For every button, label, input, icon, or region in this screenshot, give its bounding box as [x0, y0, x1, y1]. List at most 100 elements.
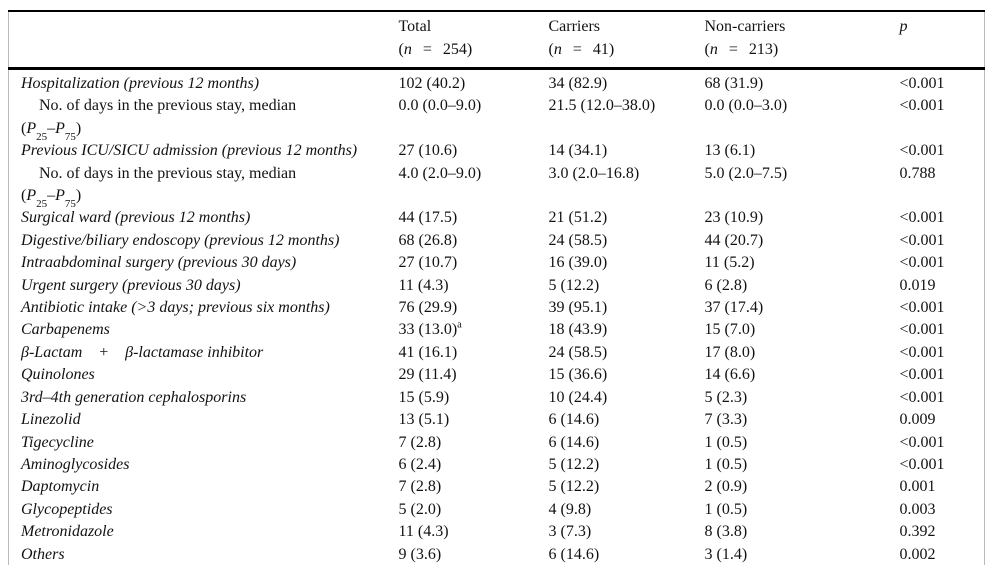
total-value: 13 (5.1) — [398, 411, 450, 429]
p-value: <0.001 — [899, 455, 945, 473]
table-row: β-Lactam + β-lactamase inhibitor 41 (16.1… — [9, 342, 985, 364]
carriers-value: 5 (12.2) — [548, 455, 600, 473]
row-label-cell: Others — [9, 544, 399, 565]
noncarriers-value: 13 (6.1) — [704, 142, 756, 160]
carriers-cell: 5 (12.2) — [549, 454, 705, 476]
p-value-cell: <0.001 — [900, 140, 985, 162]
p-value-cell: 0.009 — [900, 409, 985, 431]
row-label-cell: Antibiotic intake (>3 days; previous six… — [9, 297, 399, 319]
p-value: 0.019 — [899, 276, 936, 294]
row-label-cell: Tigecycline — [9, 432, 399, 454]
carriers-cell: 14 (34.1) — [549, 140, 705, 162]
row-label-cell: Glycopeptides — [9, 499, 399, 521]
noncarriers-value: 3 (1.4) — [704, 545, 748, 563]
row-label: Linezolid — [21, 411, 81, 429]
total-cell: 15 (5.9) — [399, 387, 549, 409]
p-value: <0.001 — [899, 343, 945, 361]
carriers-cell: 10 (24.4) — [549, 387, 705, 409]
percentile-wrap-line: (P25–P75) — [21, 185, 399, 211]
p25-subscript: 25 — [36, 131, 48, 143]
noncarriers-value: 37 (17.4) — [704, 299, 764, 317]
sample-size-value: 254 — [442, 41, 467, 58]
total-value: 33 (13.0) — [398, 321, 458, 339]
row-label-cell: Digestive/biliary endoscopy (previous 12… — [9, 230, 399, 252]
p-value: <0.001 — [899, 97, 945, 115]
carriers-value: 6 (14.6) — [548, 545, 600, 563]
total-cell: 76 (29.9) — [399, 297, 549, 319]
row-label-cell: No. of days in the previous stay, median… — [9, 163, 399, 211]
carriers-value: 6 (14.6) — [548, 433, 600, 451]
noncarriers-cell: 14 (6.6) — [705, 364, 900, 386]
total-cell: 7 (2.8) — [399, 476, 549, 498]
carriers-value: 15 (36.6) — [548, 366, 608, 384]
row-label: Others — [21, 545, 65, 563]
p-value-cell: 0.392 — [900, 521, 985, 543]
header-total-label: Total — [398, 18, 432, 35]
table-row: 3rd–4th generation cephalosporins 15 (5.9… — [9, 387, 985, 409]
open-paren: ( — [21, 187, 27, 205]
row-label-line: Surgical ward (previous 12 months) — [21, 207, 399, 229]
row-label-cell: Metronidazole — [9, 521, 399, 543]
row-label: Aminoglycosides — [21, 455, 130, 473]
noncarriers-value: 44 (20.7) — [704, 231, 764, 249]
table-row: No. of days in the previous stay, median… — [9, 163, 985, 211]
row-label: 3rd–4th generation cephalosporins — [21, 388, 247, 406]
footnote-marker: a — [457, 320, 462, 332]
row-label-line: No. of days in the previous stay, median — [21, 163, 399, 185]
row-label-line: Tigecycline — [21, 432, 399, 454]
row-label-cell: Intraabdominal surgery (previous 30 days… — [9, 252, 399, 274]
carriers-value: 5 (12.2) — [548, 478, 600, 496]
row-label-cell: Hospitalization (previous 12 months) — [9, 69, 399, 96]
en-dash: – — [47, 119, 56, 137]
header-total-cell: Total (n = 254) — [398, 11, 549, 70]
noncarriers-value: 1 (0.5) — [704, 455, 748, 473]
row-label-line: Carbapenems — [21, 319, 399, 341]
table-row: Surgical ward (previous 12 months) 44 (17… — [9, 207, 985, 229]
row-label-line: Glycopeptides — [21, 499, 399, 521]
row-label-line: Metronidazole — [21, 521, 399, 543]
row-label: Daptomycin — [21, 478, 100, 496]
row-label-cell: Previous ICU/SICU admission (previous 12… — [9, 140, 399, 162]
p-value: 0.002 — [899, 545, 936, 563]
carriers-cell: 3.0 (2.0–16.8) — [549, 163, 705, 208]
equals-sign: = — [422, 41, 432, 58]
close-paren: ) — [608, 41, 615, 58]
total-value: 76 (29.9) — [398, 299, 458, 317]
carriers-cell: 6 (14.6) — [549, 544, 705, 565]
carriers-value: 14 (34.1) — [548, 142, 608, 160]
carriers-cell: 39 (95.1) — [549, 297, 705, 319]
header-p-label: p — [899, 18, 908, 35]
p-value: <0.001 — [899, 75, 945, 92]
table-row: Previous ICU/SICU admission (previous 12… — [9, 140, 985, 162]
row-label-line: Antibiotic intake (>3 days; previous six… — [21, 297, 399, 319]
carriers-value: 6 (14.6) — [548, 411, 600, 429]
carriers-value: 18 (43.9) — [548, 321, 608, 339]
table-header: Total (n = 254) Carriers (n = 41) Non-carrie… — [8, 11, 985, 70]
noncarriers-value: 1 (0.5) — [704, 500, 748, 518]
row-label: β-Lactam + β-lactamase inhibitor — [21, 343, 264, 361]
p-value-cell: 0.002 — [900, 544, 985, 565]
row-label: No. of days in the previous stay, median — [39, 97, 297, 115]
p75-subscript: 75 — [64, 198, 76, 211]
total-value: 4.0 (2.0–9.0) — [398, 164, 482, 182]
row-label: Tigecycline — [21, 433, 94, 451]
p-value: <0.001 — [899, 321, 945, 339]
table-row: Others 9 (3.6) 6 (14.6) 3 (1.4) 0.002 — [9, 544, 985, 565]
p-value-cell: 0.019 — [900, 275, 985, 297]
total-cell: 33 (13.0)a — [399, 319, 549, 341]
noncarriers-cell: 3 (1.4) — [705, 544, 900, 565]
p-value: <0.001 — [899, 299, 945, 317]
row-label: Hospitalization (previous 12 months) — [21, 75, 260, 92]
table-row: Metronidazole 11 (4.3) 3 (7.3) 8 (3.8) 0.392 — [9, 521, 985, 543]
row-label-cell: Linezolid — [9, 409, 399, 431]
row-label-line: Daptomycin — [21, 476, 399, 498]
carriers-cell: 24 (58.5) — [549, 230, 705, 252]
total-value: 29 (11.4) — [398, 366, 457, 384]
table-row: Carbapenems 33 (13.0)a 18 (43.9) 15 (7.0) <0… — [9, 319, 985, 341]
noncarriers-value: 23 (10.9) — [704, 209, 764, 227]
noncarriers-value: 14 (6.6) — [704, 366, 756, 384]
table-row: Quinolones 29 (11.4) 15 (36.6) 14 (6.6) <0.0… — [9, 364, 985, 386]
row-label: Glycopeptides — [21, 500, 113, 518]
carriers-value: 16 (39.0) — [548, 254, 608, 272]
total-cell: 4.0 (2.0–9.0) — [399, 163, 549, 208]
